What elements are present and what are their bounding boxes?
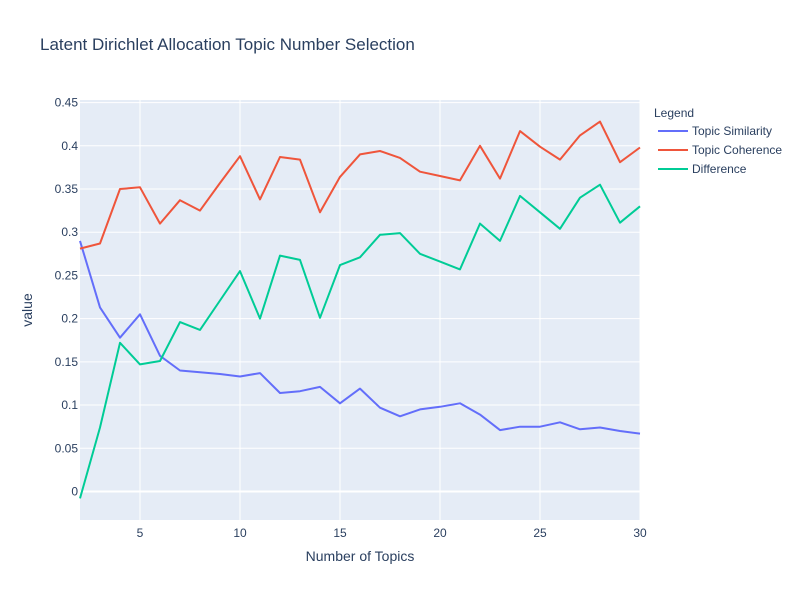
x-tick-label: 5 — [137, 526, 144, 540]
x-tick-label: 20 — [433, 526, 447, 540]
legend-label: Topic Similarity — [692, 124, 772, 138]
x-tick-label: 15 — [333, 526, 347, 540]
y-tick-label: 0.1 — [61, 398, 78, 412]
y-tick-label: 0.35 — [55, 182, 79, 196]
x-axis-ticks: 5 10 15 20 25 30 — [137, 526, 647, 540]
legend-label: Topic Coherence — [692, 143, 782, 157]
y-tick-label: 0.2 — [61, 312, 78, 326]
plot-area — [80, 100, 640, 520]
y-tick-label: 0.4 — [61, 139, 78, 153]
x-tick-label: 30 — [633, 526, 647, 540]
legend-label: Difference — [692, 162, 747, 176]
x-axis-label: Number of Topics — [306, 548, 415, 564]
x-tick-label: 25 — [533, 526, 547, 540]
legend-item-topic-similarity[interactable]: Topic Similarity — [658, 124, 772, 138]
chart-title: Latent Dirichlet Allocation Topic Number… — [40, 35, 415, 54]
y-tick-label: 0.25 — [55, 268, 79, 282]
y-tick-label: 0.45 — [55, 96, 79, 110]
y-tick-label: 0.05 — [55, 441, 79, 455]
y-axis-ticks: 0 0.05 0.1 0.15 0.2 0.25 0.3 0.35 0.4 0.45 — [55, 96, 79, 499]
legend-item-difference[interactable]: Difference — [658, 162, 747, 176]
series-line-difference — [79, 183, 641, 499]
series-lines — [79, 120, 641, 499]
y-tick-label: 0 — [71, 484, 78, 498]
series-line-topic-similarity — [79, 240, 641, 435]
y-tick-label: 0.15 — [55, 355, 79, 369]
y-axis-label: value — [19, 293, 35, 327]
y-tick-label: 0.3 — [61, 225, 78, 239]
grid-lines — [80, 100, 641, 520]
legend[interactable]: Legend Topic Similarity Topic Coherence Di… — [654, 106, 782, 176]
legend-item-topic-coherence[interactable]: Topic Coherence — [658, 143, 782, 157]
x-tick-label: 10 — [233, 526, 247, 540]
series-line-topic-coherence — [79, 120, 641, 250]
legend-title: Legend — [654, 106, 694, 120]
